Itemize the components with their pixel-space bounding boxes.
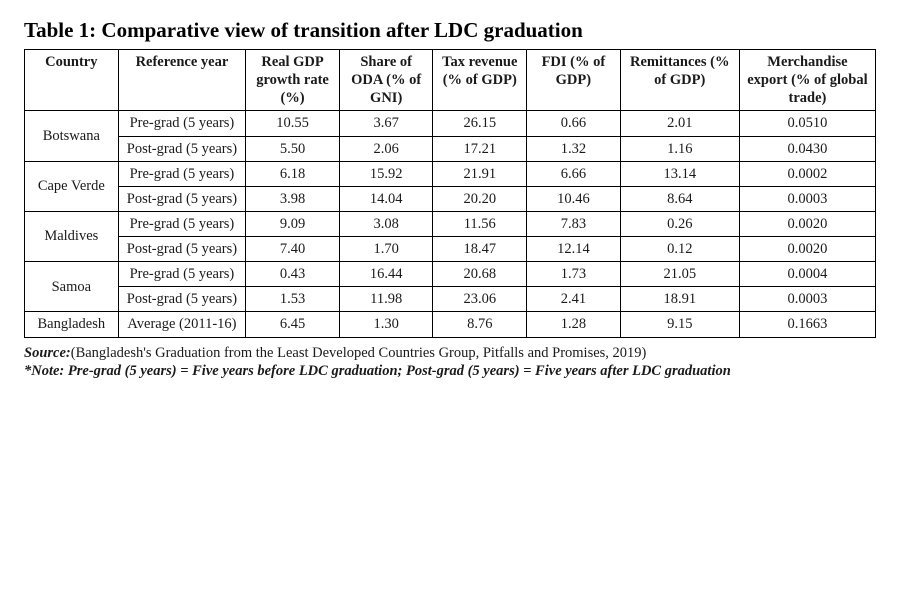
cell-ref: Post-grad (5 years) xyxy=(118,186,246,211)
cell-ref: Pre-grad (5 years) xyxy=(118,161,246,186)
header-refyear: Reference year xyxy=(118,50,246,111)
header-gdp: Real GDP growth rate (%) xyxy=(246,50,340,111)
cell-exp: 0.0510 xyxy=(739,111,875,136)
cell-gdp: 3.98 xyxy=(246,186,340,211)
cell-tax: 20.20 xyxy=(433,186,527,211)
header-country: Country xyxy=(25,50,119,111)
footnote: Source:(Bangladesh's Graduation from the… xyxy=(24,344,876,382)
cell-oda: 3.08 xyxy=(339,211,433,236)
cell-fdi: 12.14 xyxy=(527,237,621,262)
cell-tax: 23.06 xyxy=(433,287,527,312)
cell-fdi: 10.46 xyxy=(527,186,621,211)
table-title: Table 1: Comparative view of transition … xyxy=(24,18,876,43)
cell-rem: 9.15 xyxy=(620,312,739,337)
cell-ref: Pre-grad (5 years) xyxy=(118,211,246,236)
cell-oda: 1.30 xyxy=(339,312,433,337)
cell-rem: 13.14 xyxy=(620,161,739,186)
header-exp: Merchandise export (% of global trade) xyxy=(739,50,875,111)
table-row: Post-grad (5 years)5.502.0617.211.321.16… xyxy=(25,136,876,161)
cell-exp: 0.0430 xyxy=(739,136,875,161)
cell-fdi: 1.28 xyxy=(527,312,621,337)
cell-exp: 0.0003 xyxy=(739,186,875,211)
cell-oda: 2.06 xyxy=(339,136,433,161)
source-text: (Bangladesh's Graduation from the Least … xyxy=(71,345,647,361)
country-cell: Maldives xyxy=(25,211,119,261)
header-rem: Remittances (% of GDP) xyxy=(620,50,739,111)
cell-ref: Pre-grad (5 years) xyxy=(118,111,246,136)
table-row: MaldivesPre-grad (5 years)9.093.0811.567… xyxy=(25,211,876,236)
cell-exp: 0.0002 xyxy=(739,161,875,186)
cell-exp: 0.1663 xyxy=(739,312,875,337)
cell-rem: 8.64 xyxy=(620,186,739,211)
cell-tax: 17.21 xyxy=(433,136,527,161)
country-cell: Cape Verde xyxy=(25,161,119,211)
header-fdi: FDI (% of GDP) xyxy=(527,50,621,111)
header-tax: Tax revenue (% of GDP) xyxy=(433,50,527,111)
cell-fdi: 7.83 xyxy=(527,211,621,236)
cell-oda: 14.04 xyxy=(339,186,433,211)
cell-exp: 0.0003 xyxy=(739,287,875,312)
cell-gdp: 7.40 xyxy=(246,237,340,262)
cell-rem: 21.05 xyxy=(620,262,739,287)
table-head: Country Reference year Real GDP growth r… xyxy=(25,50,876,111)
cell-gdp: 5.50 xyxy=(246,136,340,161)
cell-gdp: 0.43 xyxy=(246,262,340,287)
table-row: BotswanaPre-grad (5 years)10.553.6726.15… xyxy=(25,111,876,136)
cell-oda: 1.70 xyxy=(339,237,433,262)
country-cell: Bangladesh xyxy=(25,312,119,337)
cell-ref: Post-grad (5 years) xyxy=(118,287,246,312)
cell-exp: 0.0004 xyxy=(739,262,875,287)
cell-fdi: 1.73 xyxy=(527,262,621,287)
cell-fdi: 2.41 xyxy=(527,287,621,312)
cell-ref: Average (2011-16) xyxy=(118,312,246,337)
cell-exp: 0.0020 xyxy=(739,237,875,262)
header-row: Country Reference year Real GDP growth r… xyxy=(25,50,876,111)
table-body: BotswanaPre-grad (5 years)10.553.6726.15… xyxy=(25,111,876,337)
cell-gdp: 10.55 xyxy=(246,111,340,136)
cell-gdp: 1.53 xyxy=(246,287,340,312)
cell-rem: 0.12 xyxy=(620,237,739,262)
cell-tax: 21.91 xyxy=(433,161,527,186)
cell-ref: Pre-grad (5 years) xyxy=(118,262,246,287)
cell-gdp: 6.45 xyxy=(246,312,340,337)
country-cell: Samoa xyxy=(25,262,119,312)
table-row: Cape VerdePre-grad (5 years)6.1815.9221.… xyxy=(25,161,876,186)
table-row: Post-grad (5 years)3.9814.0420.2010.468.… xyxy=(25,186,876,211)
cell-exp: 0.0020 xyxy=(739,211,875,236)
cell-gdp: 6.18 xyxy=(246,161,340,186)
cell-rem: 0.26 xyxy=(620,211,739,236)
cell-fdi: 0.66 xyxy=(527,111,621,136)
cell-tax: 26.15 xyxy=(433,111,527,136)
cell-rem: 1.16 xyxy=(620,136,739,161)
country-cell: Botswana xyxy=(25,111,119,161)
header-oda: Share of ODA (% of GNI) xyxy=(339,50,433,111)
cell-oda: 3.67 xyxy=(339,111,433,136)
table-row: BangladeshAverage (2011-16)6.451.308.761… xyxy=(25,312,876,337)
cell-ref: Post-grad (5 years) xyxy=(118,237,246,262)
cell-tax: 18.47 xyxy=(433,237,527,262)
cell-oda: 15.92 xyxy=(339,161,433,186)
cell-tax: 20.68 xyxy=(433,262,527,287)
cell-ref: Post-grad (5 years) xyxy=(118,136,246,161)
source-label: Source: xyxy=(24,345,71,361)
cell-oda: 16.44 xyxy=(339,262,433,287)
note-text: *Note: Pre-grad (5 years) = Five years b… xyxy=(24,363,731,379)
cell-rem: 18.91 xyxy=(620,287,739,312)
cell-gdp: 9.09 xyxy=(246,211,340,236)
cell-tax: 8.76 xyxy=(433,312,527,337)
table-row: SamoaPre-grad (5 years)0.4316.4420.681.7… xyxy=(25,262,876,287)
comparative-table: Country Reference year Real GDP growth r… xyxy=(24,49,876,338)
cell-fdi: 6.66 xyxy=(527,161,621,186)
cell-fdi: 1.32 xyxy=(527,136,621,161)
cell-tax: 11.56 xyxy=(433,211,527,236)
cell-rem: 2.01 xyxy=(620,111,739,136)
table-row: Post-grad (5 years)7.401.7018.4712.140.1… xyxy=(25,237,876,262)
table-row: Post-grad (5 years)1.5311.9823.062.4118.… xyxy=(25,287,876,312)
cell-oda: 11.98 xyxy=(339,287,433,312)
